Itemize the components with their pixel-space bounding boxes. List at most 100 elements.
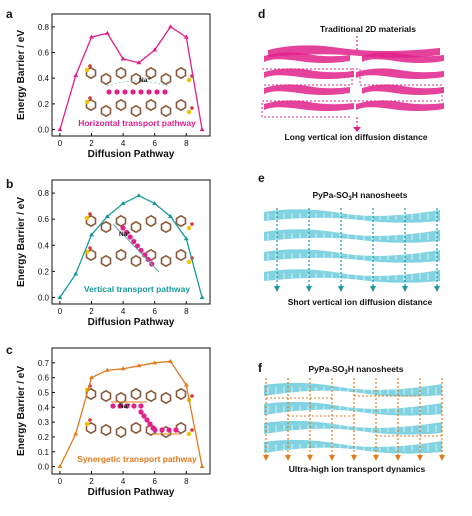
- vertical-ion-arrowhead: [439, 455, 445, 461]
- vertical-ion-arrowhead: [434, 286, 440, 292]
- y-tick-label: 0.3: [38, 418, 50, 427]
- molecule-ring: [160, 104, 172, 118]
- x-tick-label: 6: [152, 477, 157, 486]
- molecule-ring: [160, 220, 172, 234]
- y-tick-label: 0.1: [38, 448, 50, 457]
- layer-sheet: [264, 84, 350, 95]
- sulfur-atom: [84, 215, 90, 221]
- schematic-e-sheets: [264, 209, 440, 283]
- schematic-e-caption: Short vertical ion diffusion distance: [288, 297, 433, 307]
- na-ion-label: Na⁺: [119, 231, 131, 238]
- x-axis-title: Diffusion Pathway: [88, 149, 175, 160]
- sulfur-atom: [186, 259, 192, 265]
- molecule-illustration-c: Na⁺: [84, 384, 194, 439]
- y-tick-label: 0.5: [38, 388, 50, 397]
- y-tick-label: 0.4: [38, 241, 50, 250]
- x-tick-label: 2: [89, 139, 94, 148]
- data-point: [120, 366, 126, 371]
- na-ion: [138, 89, 144, 95]
- na-ion: [114, 89, 120, 95]
- data-point: [199, 127, 205, 132]
- x-axis-title: Diffusion Pathway: [88, 317, 175, 328]
- x-tick-label: 0: [58, 307, 63, 316]
- molecule-ring: [100, 220, 112, 234]
- molecule-ring: [160, 391, 172, 405]
- y-tick-label: 0.6: [38, 215, 50, 224]
- molecule-ring: [130, 220, 142, 234]
- data-point: [73, 271, 79, 276]
- schematic-d: Traditional 2D materials Long vertical i…: [261, 24, 444, 142]
- layer-sheet: [264, 100, 354, 111]
- data-point: [136, 60, 142, 65]
- molecule-ring: [175, 98, 187, 112]
- x-tick-label: 4: [121, 307, 126, 316]
- data-point: [168, 24, 173, 29]
- y-tick-label: 0.4: [38, 403, 50, 412]
- x-axis-title: Diffusion Pathway: [88, 487, 175, 498]
- data-point: [183, 236, 189, 241]
- data-point: [136, 193, 142, 198]
- na-ion: [138, 403, 144, 409]
- nanosheet: [264, 439, 442, 454]
- vertical-ion-arrowhead: [329, 455, 335, 461]
- pathway-annotation-b: Vertical transport pathway: [84, 284, 191, 294]
- molecule-ring: [175, 387, 187, 401]
- panel-letter-f: f: [258, 361, 263, 375]
- na-ion: [152, 427, 158, 433]
- na-ion: [124, 403, 130, 409]
- na-ion: [147, 421, 153, 427]
- molecule-ring: [160, 254, 172, 268]
- y-tick-label: 0.0: [38, 463, 50, 472]
- x-tick-label: 0: [58, 139, 63, 148]
- data-point: [152, 360, 158, 365]
- vertical-ion-arrowhead: [274, 286, 280, 292]
- x-tick-label: 8: [184, 307, 189, 316]
- schematic-d-arrowhead: [353, 127, 361, 132]
- molecule-ring: [130, 421, 142, 435]
- na-ion: [124, 229, 130, 236]
- na-ion: [134, 243, 140, 249]
- data-point: [57, 127, 63, 132]
- panel-letter-d: d: [258, 7, 265, 21]
- data-point: [199, 294, 205, 299]
- data-point: [89, 232, 94, 237]
- schematic-f-sheets: [264, 382, 442, 454]
- series-line-c: [59, 360, 203, 467]
- molecule-ring: [115, 66, 127, 80]
- layer-sheet: [362, 84, 444, 95]
- nanosheet: [264, 401, 442, 416]
- na-ion: [110, 403, 116, 409]
- y-tick-label: 0.7: [38, 359, 50, 368]
- molecule-ring: [175, 66, 187, 80]
- vertical-ion-arrowhead: [285, 455, 291, 461]
- na-ion: [159, 427, 165, 433]
- chart-a: Na⁺ 0 2 4 6 8 0.0 0.2 0.4 0.6 0.8 Diffusion Pathway…: [16, 13, 211, 160]
- series-line-a: [59, 25, 203, 130]
- series-line-b: [59, 194, 203, 298]
- sulfur-atom: [186, 431, 192, 437]
- molecule-ring: [145, 214, 157, 228]
- molecule-ring: [175, 214, 187, 228]
- plot-frame-a: [51, 13, 211, 137]
- vertical-ion-arrowhead: [402, 286, 408, 292]
- na-ion: [145, 256, 151, 263]
- molecule-ring: [145, 389, 157, 403]
- nanosheet: [264, 229, 440, 243]
- data-point: [152, 47, 158, 52]
- na-ion: [120, 225, 126, 231]
- sulfur-atom: [84, 99, 90, 105]
- molecule-ring: [100, 254, 112, 268]
- molecule-ring: [160, 72, 172, 86]
- oxygen-atom: [190, 106, 194, 110]
- y-tick-label: 0.2: [38, 433, 50, 442]
- ion-trajectory: [106, 80, 168, 87]
- x-tick-label: 4: [121, 139, 126, 148]
- y-tick-label: 0.4: [38, 74, 50, 83]
- sulfur-atom: [186, 109, 192, 115]
- x-tick-label: 8: [184, 139, 189, 148]
- plot-frame-b: [51, 179, 211, 305]
- x-tick-label: 0: [58, 477, 63, 486]
- schematic-e-title: PyPa-SO3H nanosheets: [313, 190, 408, 202]
- x-tick-label: 8: [184, 477, 189, 486]
- vertical-ion-arrowhead: [395, 455, 401, 461]
